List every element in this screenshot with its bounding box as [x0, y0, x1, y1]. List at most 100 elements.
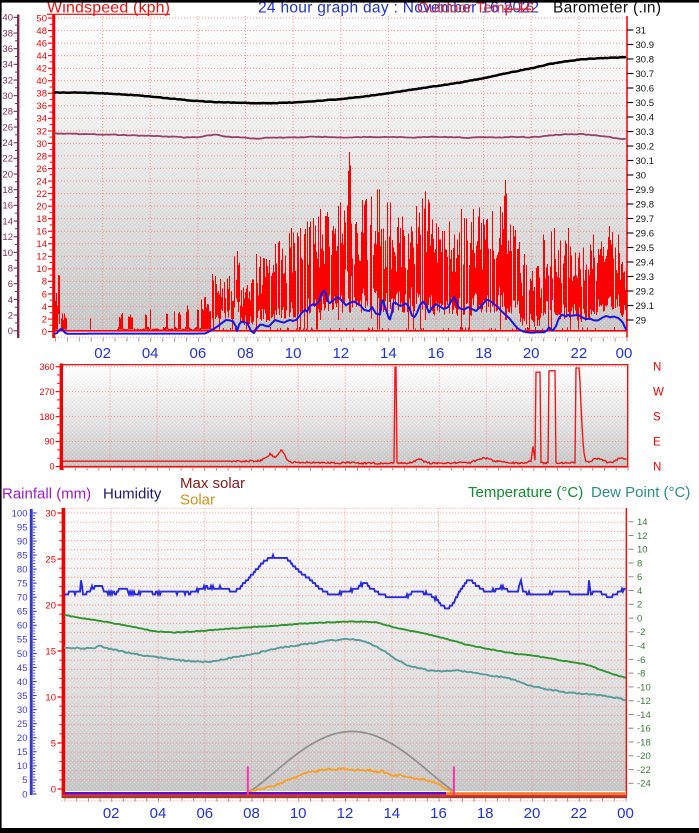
svg-text:32: 32: [2, 75, 13, 86]
svg-text:5: 5: [22, 775, 27, 786]
svg-text:30.4: 30.4: [636, 112, 655, 123]
svg-text:100: 100: [12, 508, 28, 519]
svg-text:30.9: 30.9: [636, 40, 655, 51]
svg-text:29.1: 29.1: [636, 301, 655, 312]
svg-text:Windspeed (kph): Windspeed (kph): [47, 0, 170, 17]
svg-text:16: 16: [36, 227, 47, 238]
svg-text:29.3: 29.3: [636, 272, 655, 283]
svg-text:08: 08: [237, 345, 254, 362]
svg-text:90: 90: [17, 536, 28, 547]
svg-text:30: 30: [45, 508, 56, 519]
svg-text:Rainfall (mm): Rainfall (mm): [2, 486, 91, 503]
svg-text:22: 22: [570, 805, 587, 822]
svg-text:20: 20: [524, 805, 541, 822]
svg-text:360: 360: [39, 362, 54, 372]
svg-text:12: 12: [2, 232, 13, 243]
svg-text:50: 50: [17, 649, 28, 660]
svg-text:-24: -24: [637, 779, 651, 790]
svg-text:46: 46: [36, 39, 47, 50]
svg-text:18: 18: [477, 805, 494, 822]
svg-text:14: 14: [380, 345, 397, 362]
svg-text:95: 95: [17, 522, 28, 533]
svg-text:29.2: 29.2: [636, 286, 655, 297]
svg-text:35: 35: [17, 691, 28, 702]
svg-text:10: 10: [45, 692, 56, 703]
svg-text:30.7: 30.7: [636, 69, 655, 80]
svg-text:30.3: 30.3: [636, 127, 655, 138]
svg-text:-22: -22: [637, 765, 651, 776]
svg-text:Humidity: Humidity: [103, 486, 162, 503]
svg-text:45: 45: [17, 663, 28, 674]
svg-text:16: 16: [430, 805, 447, 822]
svg-text:S: S: [653, 412, 661, 424]
svg-text:20: 20: [2, 169, 13, 180]
svg-text:0: 0: [42, 327, 47, 338]
svg-text:22: 22: [2, 154, 13, 165]
svg-text:04: 04: [142, 345, 159, 362]
svg-text:22: 22: [36, 189, 47, 200]
svg-text:20: 20: [523, 345, 540, 362]
svg-text:29.8: 29.8: [636, 199, 655, 210]
svg-text:6: 6: [42, 289, 47, 300]
svg-text:26: 26: [36, 164, 47, 175]
svg-text:6: 6: [8, 279, 13, 290]
svg-text:15: 15: [17, 747, 28, 758]
svg-text:36: 36: [36, 101, 47, 112]
svg-text:Max solar: Max solar: [180, 475, 245, 492]
svg-text:6: 6: [637, 572, 642, 583]
svg-text:55: 55: [17, 635, 28, 646]
svg-text:25: 25: [17, 719, 28, 730]
svg-text:29.7: 29.7: [636, 214, 655, 225]
svg-text:30: 30: [17, 705, 28, 716]
svg-text:N: N: [653, 362, 661, 374]
svg-text:28: 28: [36, 151, 47, 162]
svg-text:8: 8: [42, 277, 47, 288]
svg-text:5: 5: [51, 738, 56, 749]
svg-text:-18: -18: [637, 737, 651, 748]
svg-text:-10: -10: [637, 682, 651, 693]
svg-text:Barometer (.in): Barometer (.in): [553, 0, 661, 17]
svg-text:-6: -6: [637, 655, 645, 666]
svg-text:20: 20: [36, 202, 47, 213]
svg-text:29.6: 29.6: [636, 228, 655, 239]
svg-text:40: 40: [17, 677, 28, 688]
svg-text:80: 80: [17, 565, 28, 576]
svg-text:2: 2: [637, 600, 642, 611]
svg-text:0: 0: [8, 326, 13, 337]
svg-text:40: 40: [2, 13, 13, 24]
svg-text:W: W: [653, 387, 664, 399]
svg-text:-20: -20: [637, 751, 651, 762]
svg-text:06: 06: [190, 345, 207, 362]
svg-text:30: 30: [636, 170, 647, 181]
svg-text:2: 2: [42, 314, 47, 325]
svg-text:26: 26: [2, 122, 13, 133]
svg-text:10: 10: [36, 264, 47, 275]
svg-text:75: 75: [17, 579, 28, 590]
svg-text:31: 31: [636, 25, 647, 36]
svg-text:00: 00: [617, 805, 634, 822]
svg-text:14: 14: [383, 805, 400, 822]
svg-text:42: 42: [36, 64, 47, 75]
svg-text:70: 70: [17, 593, 28, 604]
svg-text:29: 29: [636, 315, 647, 326]
svg-text:4: 4: [637, 586, 642, 597]
svg-text:4: 4: [42, 302, 47, 313]
svg-text:90: 90: [44, 437, 54, 447]
svg-text:29.4: 29.4: [636, 257, 655, 268]
svg-text:24: 24: [2, 138, 13, 149]
svg-text:2: 2: [8, 310, 13, 321]
svg-text:48: 48: [36, 26, 47, 37]
svg-text:00: 00: [616, 345, 633, 362]
svg-text:38: 38: [2, 28, 13, 39]
svg-text:12: 12: [36, 252, 47, 263]
svg-text:18: 18: [36, 214, 47, 225]
svg-text:25: 25: [45, 554, 56, 565]
svg-text:30: 30: [2, 91, 13, 102]
svg-text:30.8: 30.8: [636, 54, 655, 65]
svg-text:12: 12: [337, 805, 354, 822]
svg-text:8: 8: [8, 263, 13, 274]
svg-text:28: 28: [2, 107, 13, 118]
svg-text:30: 30: [36, 139, 47, 150]
svg-text:30.1: 30.1: [636, 156, 655, 167]
svg-text:14: 14: [637, 517, 648, 528]
